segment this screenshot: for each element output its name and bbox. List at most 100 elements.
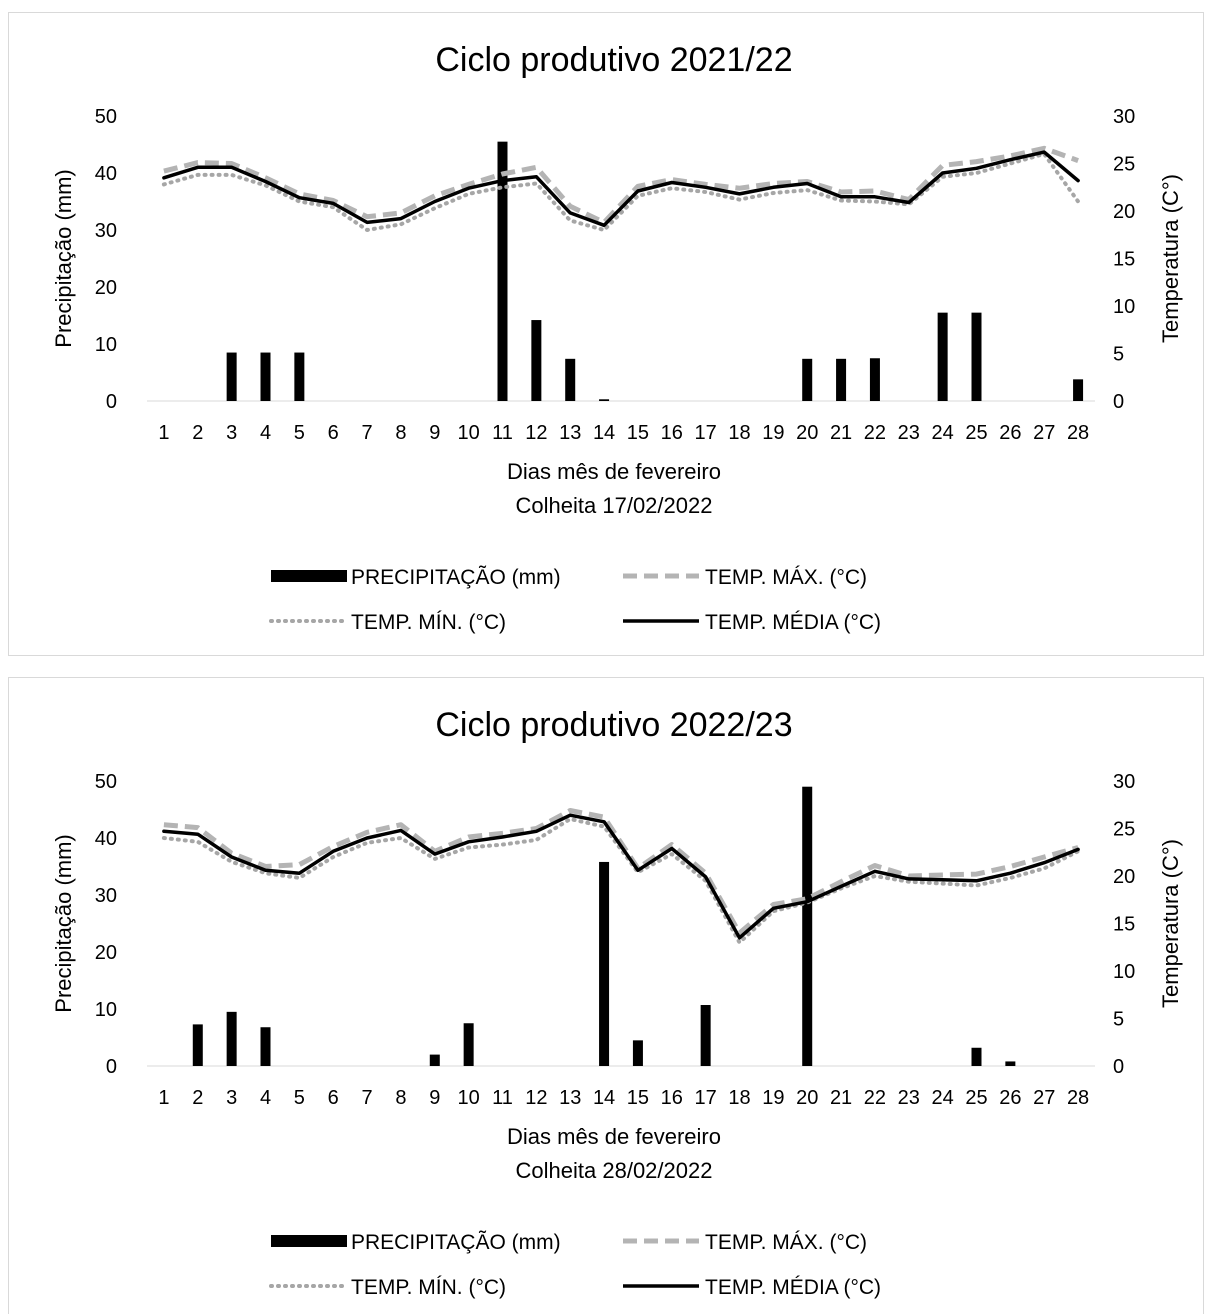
precipitation-bar xyxy=(700,1005,711,1066)
legend-precipitation-label: PRECIPITAÇÃO (mm) xyxy=(351,1230,561,1254)
legend-temp-max-label: TEMP. MÁX. (°C) xyxy=(705,566,867,589)
chart-panel-2021-22: Ciclo produtivo 2021/22 0 10 20 30 40 50 0 5 10 15… xyxy=(8,12,1204,656)
x-axis-tick-label: 16 xyxy=(661,422,683,444)
legend-temp-min-label: TEMP. MÍN. (°C) xyxy=(351,1276,506,1299)
precipitation-bar xyxy=(836,358,847,401)
left-axis-tick-label: 50 xyxy=(95,106,117,128)
x-axis-tick-label: 5 xyxy=(294,422,305,444)
legend-temp-min-label: TEMP. MÍN. (°C) xyxy=(351,611,506,634)
x-axis-tick-label: 7 xyxy=(362,1087,373,1109)
chart-title: Ciclo produtivo 2021/22 xyxy=(435,41,792,79)
left-axis-tick-label: 30 xyxy=(95,885,117,907)
left-axis-tick-label: 20 xyxy=(95,942,117,964)
x-axis-tick-label: 12 xyxy=(525,422,547,444)
right-axis-tick-label: 10 xyxy=(1113,296,1135,318)
x-axis-tick-label: 20 xyxy=(796,1087,818,1109)
right-axis-tick-label: 0 xyxy=(1113,1056,1124,1078)
precipitation-bar xyxy=(192,1024,203,1066)
precipitation-bar xyxy=(260,352,271,401)
x-axis-subtitle: Colheita 28/02/2022 xyxy=(516,1158,713,1183)
left-axis-title: Precipitação (mm) xyxy=(51,834,76,1012)
precipitation-bar xyxy=(260,1027,271,1066)
right-axis-title: Temperatura (C°) xyxy=(1158,839,1183,1008)
left-axis-tick-label: 30 xyxy=(95,220,117,242)
precipitation-bar xyxy=(226,352,237,401)
right-axis-tick-label: 25 xyxy=(1113,819,1135,841)
right-axis-tick-label: 5 xyxy=(1113,1009,1124,1031)
x-axis-tick-label: 21 xyxy=(830,1087,852,1109)
precipitation-bar xyxy=(802,786,813,1066)
x-axis-tick-label: 8 xyxy=(395,422,406,444)
x-axis-tick-label: 23 xyxy=(898,1087,920,1109)
x-axis-tick-label: 20 xyxy=(796,422,818,444)
precipitation-bar xyxy=(937,312,948,401)
legend-temp-mean-label: TEMP. MÉDIA (°C) xyxy=(705,611,881,634)
precipitation-bar xyxy=(497,141,508,401)
right-axis-tick-label: 15 xyxy=(1113,249,1135,271)
x-axis-tick-label: 9 xyxy=(429,1087,440,1109)
x-axis-tick-label: 10 xyxy=(458,1087,480,1109)
x-axis-tick-label: 24 xyxy=(932,1087,954,1109)
left-axis-tick-label: 40 xyxy=(95,163,117,185)
left-axis-tick-label: 20 xyxy=(95,277,117,299)
x-axis-tick-label: 22 xyxy=(864,422,886,444)
x-axis-tick-label: 26 xyxy=(999,1087,1021,1109)
legend-temp-mean-label: TEMP. MÉDIA (°C) xyxy=(705,1276,881,1299)
x-axis-tick-label: 22 xyxy=(864,1087,886,1109)
right-axis-tick-label: 30 xyxy=(1113,771,1135,793)
x-axis-tick-label: 11 xyxy=(492,422,513,444)
x-axis-tick-label: 21 xyxy=(830,422,852,444)
x-axis-tick-label: 8 xyxy=(395,1087,406,1109)
chart-legend: PRECIPITAÇÃO (mm) TEMP. MÁX. (°C) TEMP. MÍ… xyxy=(269,565,881,634)
temp-max-line xyxy=(163,808,1079,936)
chart-legend: PRECIPITAÇÃO (mm) TEMP. MÁX. (°C) TEMP. MÍ… xyxy=(269,1230,881,1299)
x-axis-tick-label: 3 xyxy=(226,1087,237,1109)
right-axis-tick-label: 25 xyxy=(1113,154,1135,176)
left-axis-title: Precipitação (mm) xyxy=(51,169,76,347)
x-axis-tick-label: 11 xyxy=(492,1087,513,1109)
left-axis-tick-label: 0 xyxy=(106,1056,117,1078)
precipitation-bar xyxy=(971,312,982,401)
temp-mean-line xyxy=(162,150,1080,228)
x-axis-tick-label: 13 xyxy=(559,422,581,444)
right-axis-tick-label: 20 xyxy=(1113,866,1135,888)
x-axis-tick-label: 6 xyxy=(328,422,339,444)
climate-chart-2021-22: Ciclo produtivo 2021/2201020304050051015… xyxy=(51,41,1183,634)
chart-panel-2022-23: Ciclo produtivo 2022/23 0 10 20 30 40 50 0 5 10 15… xyxy=(8,677,1204,1314)
precipitation-bar xyxy=(869,358,880,401)
x-axis-tick-label: 7 xyxy=(362,422,373,444)
x-axis-tick-label: 25 xyxy=(965,1087,987,1109)
x-axis-tick-label: 27 xyxy=(1033,422,1055,444)
x-axis-tick-label: 23 xyxy=(898,422,920,444)
left-axis-tick-label: 10 xyxy=(95,999,117,1021)
precipitation-bar xyxy=(565,358,576,401)
x-axis-tick-label: 15 xyxy=(627,1087,649,1109)
precipitation-bar xyxy=(971,1047,982,1066)
right-axis-tick-label: 20 xyxy=(1113,201,1135,223)
x-axis-tick-label: 26 xyxy=(999,422,1021,444)
x-axis-title: Dias mês de fevereiro xyxy=(507,1124,721,1149)
x-axis-tick-label: 17 xyxy=(695,422,717,444)
temp-min-line xyxy=(161,152,1081,232)
precipitation-bar xyxy=(429,1054,440,1066)
x-axis-tick-label: 1 xyxy=(158,1087,169,1109)
x-axis-tick-label: 17 xyxy=(695,1087,717,1109)
x-axis-tick-label: 6 xyxy=(328,1087,339,1109)
x-axis-tick-label: 27 xyxy=(1033,1087,1055,1109)
x-axis-tick-label: 18 xyxy=(728,422,750,444)
right-axis-title: Temperatura (C°) xyxy=(1158,174,1183,343)
x-axis-tick-label: 2 xyxy=(192,1087,203,1109)
precipitation-bar xyxy=(1005,1061,1016,1066)
x-axis-tick-label: 19 xyxy=(762,1087,784,1109)
x-axis-tick-label: 14 xyxy=(593,422,615,444)
legend-precipitation-label: PRECIPITAÇÃO (mm) xyxy=(351,565,561,589)
precipitation-bar xyxy=(1073,379,1084,401)
x-axis-tick-label: 12 xyxy=(525,1087,547,1109)
x-axis-tick-label: 14 xyxy=(593,1087,615,1109)
right-axis-tick-label: 0 xyxy=(1113,391,1124,413)
x-axis-tick-label: 25 xyxy=(965,422,987,444)
x-axis-tick-label: 10 xyxy=(458,422,480,444)
right-axis-tick-label: 15 xyxy=(1113,914,1135,936)
x-axis-subtitle: Colheita 17/02/2022 xyxy=(516,493,713,518)
x-axis-tick-label: 28 xyxy=(1067,422,1089,444)
